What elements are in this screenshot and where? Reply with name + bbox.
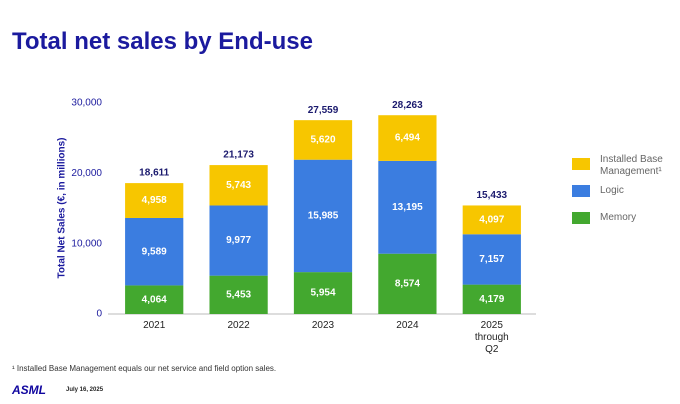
bar-segment: [293, 159, 353, 273]
bar-segment: [125, 217, 184, 286]
value-label: 4,958: [142, 195, 167, 206]
legend-swatch: [572, 158, 590, 170]
bar-segment: [209, 275, 268, 314]
value-label: 8,574: [395, 278, 420, 289]
bar-segment: [462, 205, 521, 235]
y-axis-label: Total Net Sales (€, in millions): [57, 138, 68, 279]
logo: ASML: [12, 383, 46, 397]
legend-label: Installed Base Management¹: [600, 154, 663, 177]
value-label: 5,620: [310, 135, 335, 146]
x-tick-label: 2022: [227, 320, 250, 331]
y-tick-label: 30,000: [71, 98, 102, 109]
total-label: 15,433: [477, 190, 508, 201]
x-tick-label: 2025 through Q2: [474, 320, 509, 355]
bar-segment: [293, 120, 353, 160]
legend-label: Logic: [600, 185, 624, 196]
value-label: 5,954: [310, 288, 335, 299]
x-tick-label: 2024: [396, 320, 419, 331]
value-label: 7,157: [479, 254, 504, 265]
y-tick-label: 20,000: [71, 168, 102, 179]
bar-segment: [209, 165, 268, 206]
bar-segment: [125, 183, 184, 218]
x-tick-label: 2023: [311, 320, 335, 331]
value-label: 6,494: [395, 133, 420, 144]
value-label: 13,195: [392, 202, 423, 213]
total-label: 21,173: [223, 150, 254, 161]
value-label: 5,743: [226, 180, 251, 191]
chart-title: Total net sales by End-use: [12, 28, 313, 55]
total-label: 27,559: [308, 105, 339, 116]
value-label: 9,977: [226, 235, 251, 246]
footnote: ¹ Installed Base Management equals our n…: [12, 364, 277, 373]
bar-segment: [378, 253, 437, 314]
value-label: 15,985: [308, 211, 339, 222]
bar-segment: [462, 234, 521, 285]
legend-label: Memory: [600, 212, 637, 223]
legend-swatch: [572, 212, 590, 224]
value-label: 4,179: [479, 294, 504, 305]
total-label: 28,263: [392, 100, 423, 111]
value-label: 4,064: [142, 294, 167, 305]
y-tick-label: 10,000: [71, 238, 102, 249]
x-tick-label: 2021: [143, 320, 166, 331]
total-label: 18,611: [139, 168, 169, 179]
y-tick-label: 0: [96, 309, 102, 320]
value-label: 9,589: [142, 246, 167, 257]
legend-swatch: [572, 185, 590, 197]
bar-segment: [378, 160, 437, 254]
bar-segment: [462, 284, 521, 314]
date: July 16, 2025: [66, 387, 104, 393]
value-label: 4,097: [479, 215, 504, 226]
bar-segment: [293, 272, 353, 314]
bar-segment: [378, 115, 437, 161]
value-label: 5,453: [226, 289, 251, 300]
bar-segment: [125, 285, 184, 314]
bar-segment: [209, 205, 268, 276]
